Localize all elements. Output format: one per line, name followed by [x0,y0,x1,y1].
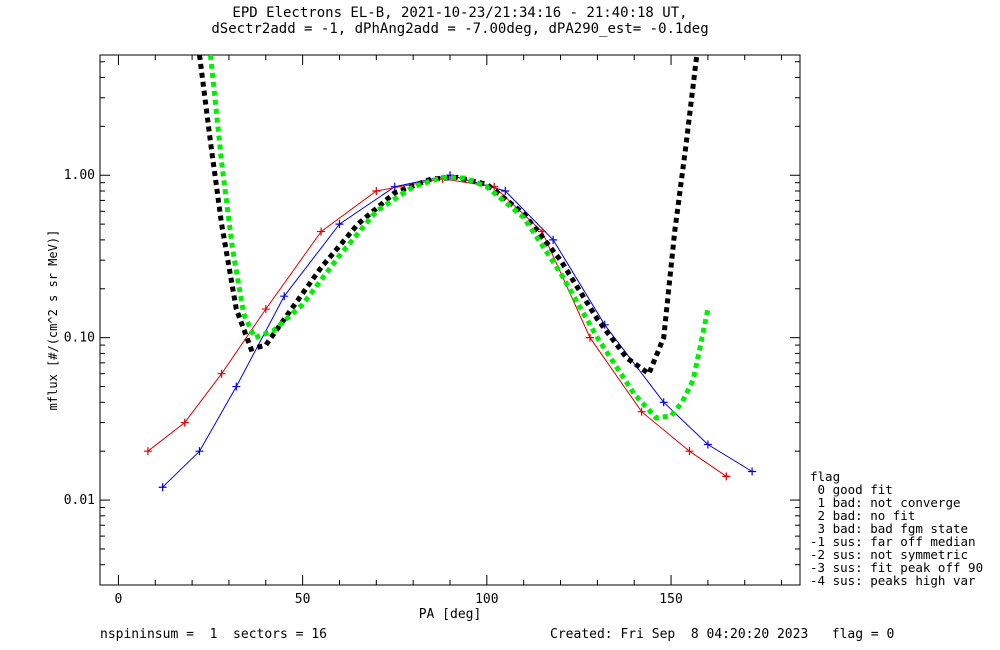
y-axis: 0.01 0.10 1.00 [64,61,800,586]
x-tick-label: 0 [115,592,123,607]
data-point-marker [232,382,241,391]
legend-item: -3 sus: fit peak off 90 [810,560,984,575]
y-tick-label: 1.00 [64,168,95,183]
plot-frame [99,54,801,586]
legend-title: flag [810,469,841,484]
fit-curve [197,55,700,378]
x-axis: 0 50 100 150 [115,55,783,607]
data-point-marker [195,447,204,456]
data-point-marker [335,220,344,229]
fit-curve [208,55,711,421]
legend-item: -2 sus: not symmetric [810,547,969,562]
legend-item: 2 bad: no fit [810,508,916,523]
footer-info-right: Created: Fri Sep 8 04:20:20 2023 flag = … [550,627,895,642]
data-point-marker [217,369,226,378]
data-layer [143,55,757,492]
y-tick-label: 0.01 [64,493,95,508]
data-point-marker [180,418,189,427]
data-point-marker [659,398,668,407]
data-point-marker [549,235,558,244]
y-tick-label: 0.10 [64,331,95,346]
y-axis-label: mflux [#/(cm^2 s sr MeV)] [46,230,60,411]
legend-item: 1 bad: not converge [810,495,961,510]
data-point-marker [261,305,270,314]
data-point-marker [637,407,646,416]
data-point-marker [280,292,289,301]
legend-item: 0 good fit [810,482,893,497]
data-point-marker [317,227,326,236]
data-point-marker [501,186,510,195]
x-tick-label: 150 [659,592,682,607]
legend-item: -4 sus: peaks high var [810,573,976,588]
chart-title-line2: dSectr2add = -1, dPhAng2add = -7.00deg, … [211,21,709,37]
data-point-marker [143,447,152,456]
data-point-marker [372,186,381,195]
x-tick-label: 100 [475,592,498,607]
chart-title-line1: EPD Electrons EL-B, 2021-10-23/21:34:16 … [232,5,688,21]
data-point-marker [748,467,757,476]
data-point-marker [586,333,594,342]
legend: flag 0 good fit 1 bad: not converge 2 ba… [810,470,983,587]
x-axis-label: PA [deg] [419,607,482,622]
x-tick-label: 50 [295,592,311,607]
data-point-marker [722,472,731,481]
legend-item: 3 bad: bad fgm state [810,521,969,536]
data-series-line [147,178,727,477]
series-group [143,55,757,492]
data-point-marker [685,447,694,456]
footer-info-left: nspininsum = 1 sectors = 16 [100,627,327,642]
data-point-marker [158,483,167,492]
data-point-marker [703,440,712,449]
legend-item: -1 sus: far off median [810,534,976,549]
